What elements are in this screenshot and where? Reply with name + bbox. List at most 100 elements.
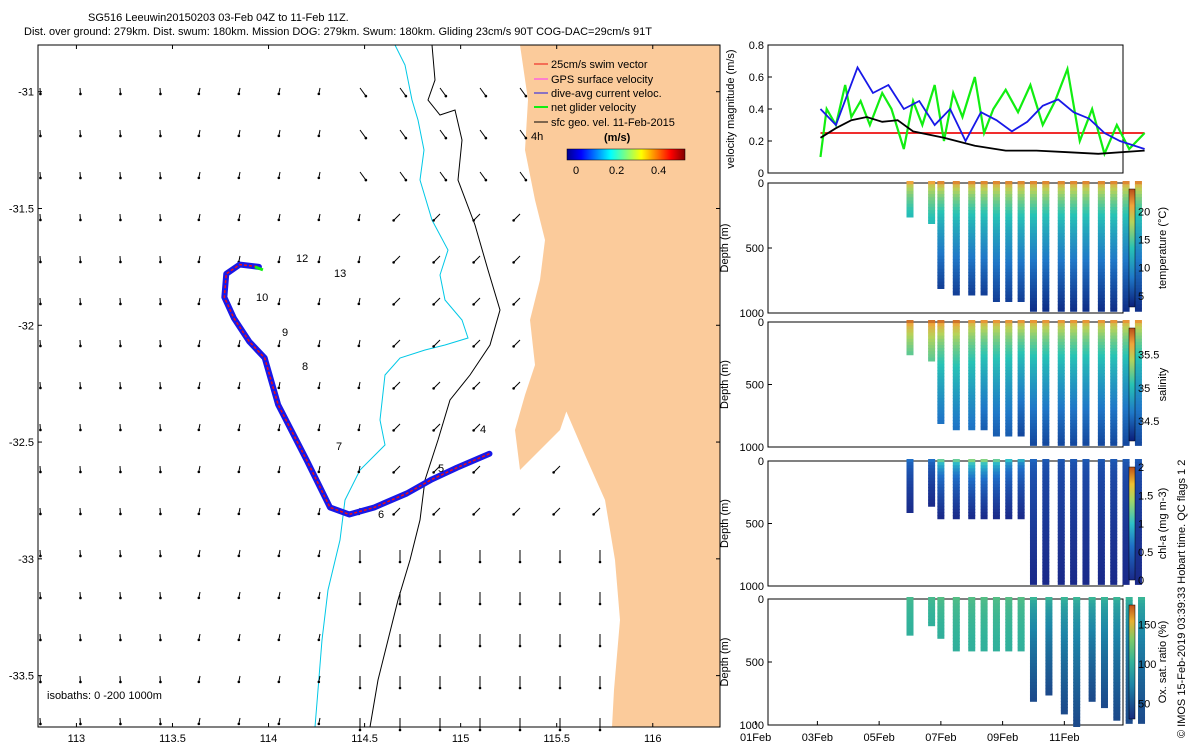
vector-head — [159, 344, 162, 348]
section-cast-point — [980, 597, 988, 601]
section-cast-point — [968, 407, 976, 412]
section-cast-point — [1082, 338, 1090, 343]
section-cast-point — [1017, 249, 1025, 254]
section-cast-point — [1029, 628, 1037, 633]
section-cast-point — [1057, 213, 1065, 218]
section-cast-point — [1097, 487, 1105, 492]
section-cast-point — [1134, 543, 1142, 548]
section-cast-point — [1057, 426, 1065, 431]
section-cast-point — [1057, 370, 1065, 374]
section-cast-point — [1113, 622, 1121, 627]
section-cast-point — [1060, 691, 1068, 696]
section-cast-point — [1122, 239, 1130, 244]
section-cast-point — [1017, 184, 1025, 189]
section-cast-point — [928, 332, 936, 337]
section-cast-point — [1134, 496, 1142, 501]
section-cast-point — [928, 474, 936, 479]
section-cast-point — [1005, 471, 1013, 476]
section-cast-point — [1134, 490, 1142, 495]
section-cast-point — [1017, 376, 1025, 381]
section-cast-point — [1070, 562, 1078, 567]
section-cast-point — [1029, 477, 1037, 482]
vector-head — [159, 134, 162, 138]
section-cast-point — [1057, 272, 1065, 276]
section-cast-point — [1042, 559, 1050, 563]
section-cast-point — [1073, 609, 1081, 614]
section-cast-point — [1097, 462, 1105, 467]
legend-gps: GPS surface velocity — [551, 74, 654, 86]
section-cast-point — [1134, 291, 1142, 296]
section-cast-point — [1082, 357, 1090, 362]
section-cast-point — [1029, 474, 1037, 479]
section-cast-point — [980, 628, 988, 633]
section-cast-point — [1134, 351, 1142, 356]
section-cast-point — [992, 239, 1000, 244]
section-cast-point — [980, 459, 988, 463]
section-cast-point — [1070, 540, 1078, 545]
section-cast-point — [968, 597, 976, 601]
section-cast-point — [980, 625, 988, 630]
section-cast-point — [1042, 249, 1050, 254]
section-cast-point — [1017, 278, 1025, 283]
section-cast-point — [1110, 404, 1118, 409]
velocity-vector — [393, 423, 401, 431]
section-cast-point — [1005, 329, 1013, 334]
section-cast-point — [1057, 239, 1065, 244]
section-cast-point — [1045, 666, 1053, 671]
vector-head — [398, 728, 402, 732]
section-cast-point — [980, 379, 988, 384]
section-cast-point — [1029, 391, 1037, 396]
section-cast-point — [1042, 252, 1050, 257]
section-cast-point — [928, 338, 936, 343]
section-cast-point — [1134, 229, 1142, 234]
section-cast-point — [1134, 499, 1142, 504]
section-cast-point — [968, 391, 976, 396]
section-cast-point — [952, 348, 960, 353]
section-cast-point — [1082, 265, 1090, 270]
velocity-vector — [519, 129, 527, 139]
section-cast-point — [1057, 465, 1065, 470]
section-cast-point — [968, 382, 976, 387]
section-cast-point — [928, 345, 936, 349]
section-cast-point — [968, 465, 976, 470]
section-cast-point — [1097, 537, 1105, 542]
section-cast-point — [1082, 423, 1090, 428]
section-cast-point — [1138, 660, 1146, 664]
section-cast-point — [1029, 505, 1037, 510]
section-cast-point — [1134, 552, 1142, 557]
velocity-vector — [479, 87, 487, 97]
section-cast-point — [1097, 484, 1105, 488]
section-cast-point — [1057, 233, 1065, 237]
section-cast-point — [1005, 622, 1013, 627]
section-cast-point — [906, 597, 914, 601]
section-cast-point — [1134, 239, 1142, 244]
section-cast-point — [937, 398, 945, 403]
section-cast-point — [952, 612, 960, 617]
section-cast-point — [1082, 246, 1090, 250]
section-cast-point — [1005, 459, 1013, 463]
section-cast-point — [1042, 265, 1050, 270]
section-cast-point — [1138, 685, 1146, 690]
section-cast-point — [1082, 407, 1090, 412]
section-cast-point — [1029, 631, 1037, 636]
section-cast-point — [1005, 246, 1013, 250]
section-cast-point — [1122, 255, 1130, 260]
section-cast-point — [1029, 691, 1037, 696]
section-cast-point — [1100, 685, 1108, 690]
section-cast-point — [1134, 220, 1142, 224]
section-cast-point — [1082, 332, 1090, 337]
section-cast-point — [937, 376, 945, 381]
section-cast-point — [1110, 326, 1118, 331]
section-cast-point — [1042, 301, 1050, 306]
section-cast-point — [937, 410, 945, 415]
section-cast-point — [992, 407, 1000, 412]
section-cast-point — [1057, 496, 1065, 501]
section-cast-point — [1017, 641, 1025, 646]
section-cast-point — [906, 329, 914, 334]
section-cast-point — [968, 426, 976, 431]
section-cast-point — [1070, 543, 1078, 548]
section-cast-point — [1097, 203, 1105, 208]
section-cast-point — [1110, 298, 1118, 302]
vector-head — [197, 92, 201, 96]
section-cast-point — [1138, 678, 1146, 683]
